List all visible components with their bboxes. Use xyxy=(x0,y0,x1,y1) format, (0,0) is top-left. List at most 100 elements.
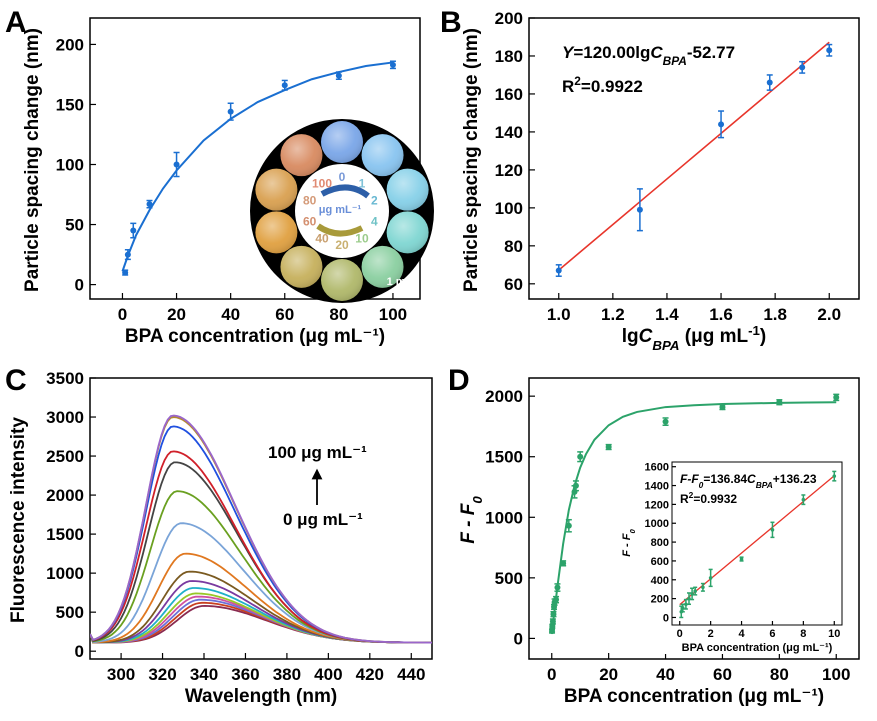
panel-d-inset-data-point xyxy=(770,528,775,532)
panel-b-x-tick-label: 1.8 xyxy=(763,305,787,324)
panel-b-fit-line xyxy=(558,41,830,271)
panel-d-inset-x-axis-title: BPA concentration (μg mL⁻¹) xyxy=(682,642,833,654)
inset-dial-number: 80 xyxy=(303,193,317,207)
panel-d-inset-data-point xyxy=(684,602,688,607)
panel-d-inset-r-squared: R2=0.9932 xyxy=(680,490,737,506)
inset-dial-number: 0 xyxy=(339,170,346,184)
inset-unit-label: μg mL⁻¹ xyxy=(319,204,362,216)
panel-d-data-point xyxy=(719,404,726,411)
panel-c-x-tick-label: 420 xyxy=(356,665,384,684)
panel-d-x-tick-label: 20 xyxy=(599,665,618,684)
panel-d-inset-y-tick-label: 1000 xyxy=(645,518,669,530)
panel-b-y-tick-label: 60 xyxy=(504,275,523,294)
panel-c-y-tick-label: 1000 xyxy=(46,564,84,583)
panel-d-inset-chart: 0 2 4 6 8 10 0 200 400 600 800 1000 1200 1400 1600 F-F… xyxy=(620,448,852,654)
panel-d-y-tick-label: 1500 xyxy=(485,448,523,467)
panel-b-y-tick-label: 100 xyxy=(495,199,523,218)
panel-b-data-point xyxy=(826,47,833,54)
panel-b-x-tick-label: 1.4 xyxy=(655,305,679,324)
inset-well-shine xyxy=(386,211,429,254)
panel-c-x-tick-label: 320 xyxy=(148,665,176,684)
panel-d-x-tick-label: 0 xyxy=(547,665,556,684)
panel-letter-c: C xyxy=(5,364,27,397)
panel-d-y-tick-label: 0 xyxy=(514,629,523,648)
inset-dial-number: 1 xyxy=(359,176,366,190)
panel-b-x-axis-title: lgCBPA (μg mL-1) xyxy=(622,323,767,353)
panel-a-x-tick-label: 80 xyxy=(329,305,348,324)
panel-a-x-tick-label: 60 xyxy=(275,305,294,324)
panel-d-inset-data-point xyxy=(832,474,837,478)
panel-d-x-axis-title: BPA concentration (μg mL⁻¹) xyxy=(564,686,824,707)
panel-b-y-tick-label: 140 xyxy=(495,123,523,142)
panel-d-inset-y-tick-label: 600 xyxy=(651,556,669,568)
panel-b-y-tick-label: 120 xyxy=(495,161,523,180)
panel-d-inset-data-point xyxy=(739,557,744,561)
panel-d-inset-x-tick-label: 8 xyxy=(800,628,806,640)
panel-d-data-point xyxy=(549,618,556,625)
panel-d-inset-frame xyxy=(671,461,843,626)
panel-c-y-tick-label: 500 xyxy=(56,603,84,622)
panel-b-r-squared: R2=0.9922 xyxy=(562,74,643,96)
panel-a-data-point xyxy=(122,269,129,276)
panel-d-y-tick-label: 500 xyxy=(495,569,523,588)
panel-d-data-point xyxy=(577,453,584,460)
panel-d-data-point xyxy=(550,611,557,618)
panel-c-y-tick-label: 3500 xyxy=(46,369,84,388)
inset-well-shine xyxy=(255,211,298,254)
panel-d-data-point xyxy=(605,444,612,451)
panel-d-inset-x-tick-label: 6 xyxy=(769,628,775,640)
panel-b-x-tick-label: 2.0 xyxy=(817,305,841,324)
panel-d-inset-x-tick-label: 10 xyxy=(828,628,840,640)
panel-d-inset-background xyxy=(620,448,852,654)
panel-b-y-tick-label: 80 xyxy=(504,237,523,256)
panel-a-x-tick-label: 100 xyxy=(379,305,407,324)
panel-a-x-axis-title: BPA concentration (μg mL⁻¹) xyxy=(125,326,385,347)
panel-a-data-point xyxy=(389,61,396,68)
panel-d-frame xyxy=(528,377,860,660)
inset-well-shine xyxy=(255,168,298,211)
panel-c-x-tick-label: 380 xyxy=(273,665,301,684)
panel-d-data-point xyxy=(554,584,561,591)
panel-a-frame xyxy=(89,17,421,300)
panel-b-y-tick-label: 160 xyxy=(495,85,523,104)
panel-c-x-axis-title: Wavelength (nm) xyxy=(185,686,337,707)
panel-c-x-tick-label: 400 xyxy=(314,665,342,684)
inset-well-shine xyxy=(280,245,323,288)
panel-c-x-tick-label: 340 xyxy=(190,665,218,684)
panel-a-inset-photo: 0 12 410 20 40 60 80 100 μg mL⁻¹ 1 mm xyxy=(250,119,434,303)
panel-d-inset-y-tick-label: 400 xyxy=(651,575,669,587)
panel-d-inset-y-tick-label: 1200 xyxy=(645,499,669,511)
panel-d-x-tick-label: 40 xyxy=(656,665,675,684)
inset-scale-bar-label: 1 mm xyxy=(387,276,416,288)
panel-d-inset-y-tick-label: 1400 xyxy=(645,481,669,493)
inset-dial-center xyxy=(295,164,389,258)
panel-d-data-point xyxy=(776,399,783,406)
panel-a-x-tick-label: 20 xyxy=(167,305,186,324)
panel-d-y-tick-label: 1000 xyxy=(485,508,523,527)
panel-c-chart: 300 320 340 360 380 400 420 440 0 500 1000 1500 2000… xyxy=(8,369,433,707)
panel-d-fit-curve xyxy=(550,401,837,634)
panel-c-annotation-bottom: 0 μg mL⁻¹ xyxy=(283,510,363,529)
panel-b-x-tick-label: 1.0 xyxy=(547,305,571,324)
panel-c-y-axis-title: Fluorescence intensity xyxy=(8,417,29,623)
inset-well-shine xyxy=(361,134,404,177)
inset-dial-number: 4 xyxy=(371,215,378,229)
panel-d-data-point xyxy=(560,560,567,567)
panel-c-x-tick-label: 440 xyxy=(397,665,425,684)
panel-d-x-tick-label: 60 xyxy=(713,665,732,684)
panel-d-inset-x-tick-label: 0 xyxy=(677,628,683,640)
panel-a-y-tick-label: 200 xyxy=(56,35,84,54)
panel-a-x-tick-label: 0 xyxy=(118,305,127,324)
panel-a-y-tick-label: 0 xyxy=(75,276,84,295)
panel-c-y-tick-label: 2500 xyxy=(46,447,84,466)
panel-a-fit-curve xyxy=(121,61,394,272)
panel-a-data-point xyxy=(124,251,131,258)
panel-d-inset-data-point xyxy=(801,497,806,502)
panel-d-inset-data-point xyxy=(690,592,694,596)
panel-letter-a: A xyxy=(5,6,27,39)
panel-d-inset-y-tick-label: 200 xyxy=(651,594,669,606)
panel-b-frame xyxy=(528,17,860,300)
panel-d-inset-x-tick-label: 2 xyxy=(708,628,714,640)
panel-a-x-tick-label: 40 xyxy=(221,305,240,324)
